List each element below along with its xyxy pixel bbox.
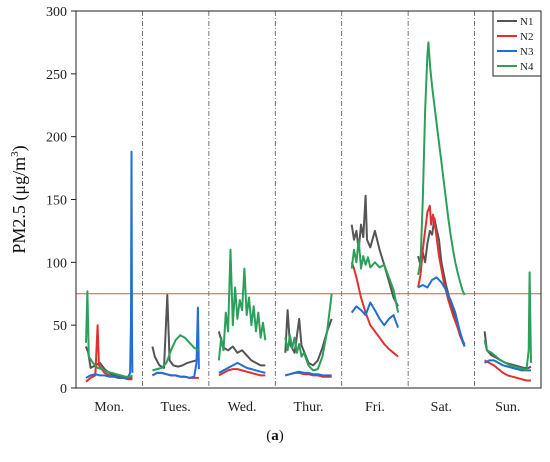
series-line (285, 370, 332, 377)
separator-layer (142, 11, 475, 388)
series-line (85, 150, 134, 379)
series-line (284, 293, 333, 372)
series-line (484, 359, 531, 382)
y-tick-label: 150 (46, 194, 67, 209)
x-tick-label: Mon. (94, 400, 124, 415)
series-line (483, 331, 532, 369)
y-tick-label: 0 (60, 382, 67, 397)
y-axis-label-end: ) (9, 145, 30, 151)
series-line (417, 276, 466, 347)
y-tick-label: 300 (46, 5, 67, 20)
series-n1 (85, 194, 532, 379)
y-axis-label-sup: 3 (9, 151, 21, 157)
legend: N1 N2 N3 N4 (492, 10, 542, 77)
x-tick-label: Wed. (228, 400, 257, 415)
series-line (218, 368, 266, 377)
y-tick-label: 100 (46, 256, 67, 271)
x-tick-label: Tues. (161, 400, 191, 415)
series-line (350, 261, 399, 358)
panel-label-letter: a (271, 428, 279, 444)
series-n3 (85, 150, 531, 379)
series-line (217, 331, 266, 367)
series-layer (85, 41, 532, 383)
series-line (151, 306, 200, 379)
series-line (417, 204, 466, 345)
series-line (483, 271, 532, 372)
panel-label-close: ) (278, 428, 284, 444)
panel-label: (a) (0, 428, 550, 445)
series-line (152, 334, 200, 372)
x-tick-label: Sun. (495, 400, 520, 415)
y-axis-label-main: PM2.5 (μg/m (9, 157, 30, 254)
series-line (218, 361, 266, 374)
panel-label-open: ( (266, 428, 272, 444)
series-line (151, 294, 200, 369)
legend-label: N4 (520, 61, 534, 73)
y-tick-label: 50 (53, 319, 67, 334)
series-line (417, 41, 466, 296)
y-axis-label: PM2.5 (μg/m3) (9, 145, 30, 253)
y-tick-label: 250 (46, 68, 67, 83)
y-tick-label: 200 (46, 131, 67, 146)
pm25-chart: 0 50 100 150 200 250 300 Mon. Tues. Wed. Thur. Fri.… (9, 5, 542, 415)
series-line (350, 238, 400, 313)
x-tick-label: Thur. (294, 400, 324, 415)
series-line (85, 290, 133, 378)
series-n4 (85, 41, 532, 378)
x-tick-label: Sat. (431, 400, 452, 415)
plot-frame (75, 10, 542, 389)
series-line (350, 301, 400, 329)
series-line (484, 359, 531, 372)
series-line (284, 309, 333, 367)
series-line (217, 248, 267, 361)
legend-label: N1 (520, 16, 533, 28)
legend-label: N3 (520, 46, 534, 58)
legend-label: N2 (520, 31, 533, 43)
axis-layer: 0 50 100 150 200 250 300 Mon. Tues. Wed. Thur. Fri.… (9, 5, 542, 415)
x-tick-label: Fri. (365, 400, 385, 415)
